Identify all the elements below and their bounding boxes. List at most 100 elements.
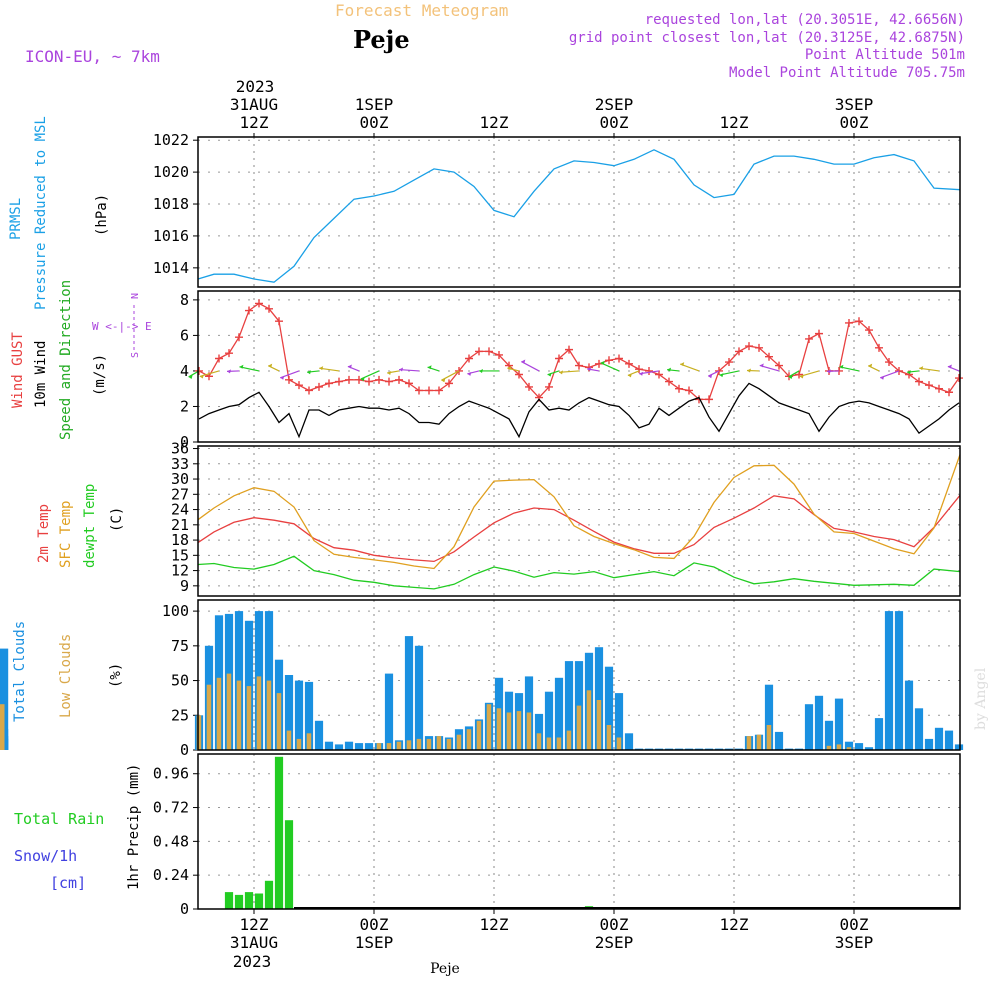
- bar-total-clouds: [334, 744, 344, 750]
- wind-arrow-head: [680, 362, 685, 367]
- bar-low-clouds: [276, 693, 282, 750]
- bar-total-clouds: [244, 620, 254, 750]
- wind-arrow-head: [199, 374, 204, 379]
- wind-arrow-head: [427, 365, 432, 370]
- wind-arrow-head: [907, 370, 912, 375]
- bottom-date-label: 1SEP: [355, 933, 394, 952]
- bar-low-clouds: [396, 741, 402, 750]
- y-tick-label: 21: [171, 516, 189, 534]
- y-tick-label: 1018: [153, 195, 189, 213]
- top-hour-label: 00Z: [360, 113, 389, 132]
- y-tick-label: 0.72: [153, 799, 189, 817]
- bar-low-clouds: [826, 745, 832, 750]
- clouds-unit-label: (%): [108, 663, 124, 688]
- y-tick-label: 1020: [153, 163, 189, 181]
- gust-marker: [385, 377, 393, 386]
- bar-total-clouds: [304, 681, 314, 750]
- bar-total-clouds: [774, 731, 784, 750]
- wind-arrow-head: [947, 364, 952, 369]
- pressure-unit-label: (hPa): [94, 194, 110, 236]
- y-tick-label: 0.96: [153, 765, 189, 783]
- panel-frame: [197, 445, 961, 597]
- bottom-year-label: 2023: [233, 952, 272, 971]
- bar-total-clouds: [874, 718, 884, 750]
- bar-total-clouds: [534, 713, 544, 750]
- series-line-10m-wind: [198, 382, 960, 439]
- bar-low-clouds: [756, 734, 762, 750]
- bar-total-rain: [254, 893, 264, 909]
- top-date-label: 1SEP: [355, 95, 394, 114]
- gust-marker: [845, 318, 853, 327]
- gust-marker: [375, 375, 383, 384]
- top-hour-label: 12Z: [720, 113, 749, 132]
- gust-marker: [915, 377, 923, 386]
- snow-cm-label: [cm]: [50, 874, 86, 892]
- bar-low-clouds: [216, 677, 222, 750]
- wind-arrow-head: [360, 377, 365, 382]
- gust-marker: [525, 382, 533, 391]
- bar-total-clouds: [864, 747, 874, 750]
- wind-arrow-head: [880, 375, 885, 380]
- bar-low-clouds: [296, 738, 302, 750]
- gust-marker: [195, 366, 203, 375]
- wind-arrow-head: [387, 371, 392, 376]
- gust-marker: [925, 381, 933, 390]
- low-clouds-label: Low Clouds: [58, 634, 74, 718]
- wind-gust-label: Wind GUST: [10, 332, 26, 408]
- bar-low-clouds: [286, 730, 292, 750]
- gust-marker: [745, 342, 753, 351]
- bar-total-clouds: [604, 666, 614, 750]
- panel-3: 0 25 50 75 100: [0, 599, 964, 759]
- bar-total-rain: [234, 894, 244, 909]
- bar-low-clouds: [536, 733, 542, 750]
- gust-marker: [485, 347, 493, 356]
- y-tick-label: 9: [180, 577, 189, 595]
- bar-low-clouds: [616, 737, 622, 750]
- bar-total-clouds: [414, 645, 424, 750]
- bar-low-clouds: [516, 711, 522, 750]
- y-tick-label: 0: [180, 900, 189, 918]
- y-tick-label: 1016: [153, 227, 189, 245]
- bar-total-clouds: [854, 743, 864, 750]
- temp-2m-label: 2m Temp: [36, 504, 52, 563]
- top-hour-label: 12Z: [240, 113, 269, 132]
- total-rain-label: Total Rain: [14, 810, 104, 828]
- bar-low-clouds: [306, 733, 312, 750]
- bar-total-rain: [264, 880, 274, 909]
- y-tick-label: 8: [180, 291, 189, 309]
- location-title: Peje: [353, 25, 410, 54]
- top-date-label: 3SEP: [835, 95, 874, 114]
- bar-low-clouds: [546, 737, 552, 750]
- gust-marker: [555, 354, 563, 363]
- temp-sfc-label: SFC Temp: [58, 501, 74, 568]
- bar-total-clouds: [954, 744, 964, 750]
- bar-total-rain: [224, 892, 234, 909]
- wind-arrow-head: [919, 366, 924, 371]
- bottom-hour-label: 00Z: [840, 915, 869, 934]
- gust-marker: [725, 358, 733, 367]
- gust-marker: [345, 375, 353, 384]
- gust-marker: [465, 354, 473, 363]
- gust-marker: [415, 386, 423, 395]
- y-tick-label: 2: [180, 397, 189, 415]
- bar-low-clouds: [436, 736, 442, 750]
- bottom-hour-label: 00Z: [360, 915, 389, 934]
- gust-marker: [305, 386, 313, 395]
- wind-arrow-head: [708, 374, 713, 379]
- compass-s-label: S: [130, 352, 141, 358]
- prmsl-label: PRMSL: [8, 198, 24, 240]
- bar-low-clouds: [486, 704, 492, 750]
- bottom-hour-label: 12Z: [240, 915, 269, 934]
- wind-arrow-head: [188, 374, 193, 379]
- wind-arrow-head: [268, 363, 273, 368]
- pressure-msl-label: Pressure Reduced to MSL: [33, 116, 49, 310]
- gust-marker: [955, 374, 963, 383]
- credit-watermark: by Angel: [973, 667, 989, 730]
- temp-dew-label: dewpt Temp: [82, 484, 98, 568]
- bar-total-clouds: [354, 743, 364, 750]
- bar-low-clouds: [746, 736, 752, 750]
- bar-total-clouds: [764, 684, 774, 750]
- series-line-pressure: [197, 149, 961, 283]
- wind-arrow-head: [467, 371, 472, 376]
